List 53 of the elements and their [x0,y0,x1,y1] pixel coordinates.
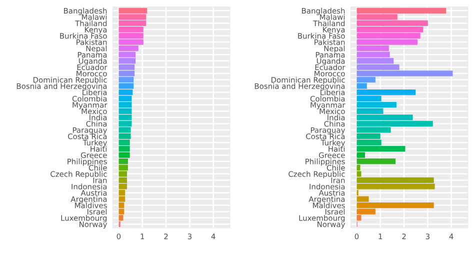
bar [356,39,418,45]
bar [118,52,136,58]
bar [356,196,369,202]
bar [118,20,146,26]
bar [118,102,132,108]
bar [118,164,128,170]
bar [356,171,362,177]
bar [118,146,130,152]
bar [356,177,434,184]
bar [356,46,389,52]
bar [118,14,146,20]
bar [356,133,380,140]
bar [356,184,435,190]
bar [118,70,135,76]
bar [118,133,131,140]
bar [356,140,382,146]
bar [118,26,144,32]
bar [356,52,390,58]
bar [118,108,132,114]
bar [118,158,128,164]
bar [356,8,446,14]
bar [118,215,124,221]
bar [356,208,376,214]
bar [356,202,434,208]
bar [118,202,124,208]
bar [118,184,128,190]
bar [118,8,148,14]
bar [356,102,396,108]
bar [118,140,130,146]
bar [356,14,398,20]
bar [356,215,362,221]
bar [118,32,144,39]
bar [356,83,367,89]
bar [356,108,384,114]
bar [356,146,406,152]
bar [118,190,126,196]
bar [118,39,144,45]
bar [356,20,428,26]
bar [356,76,376,83]
bar [356,26,424,32]
bar [118,208,124,214]
bar [118,177,128,184]
bar [118,83,134,89]
bar [356,164,360,170]
bar [356,158,396,164]
bar [356,32,420,39]
bar [118,152,130,158]
bar [118,76,134,83]
bar [118,196,126,202]
bar [356,152,366,158]
bar [118,46,138,52]
bar [356,70,453,76]
bar [118,171,128,177]
